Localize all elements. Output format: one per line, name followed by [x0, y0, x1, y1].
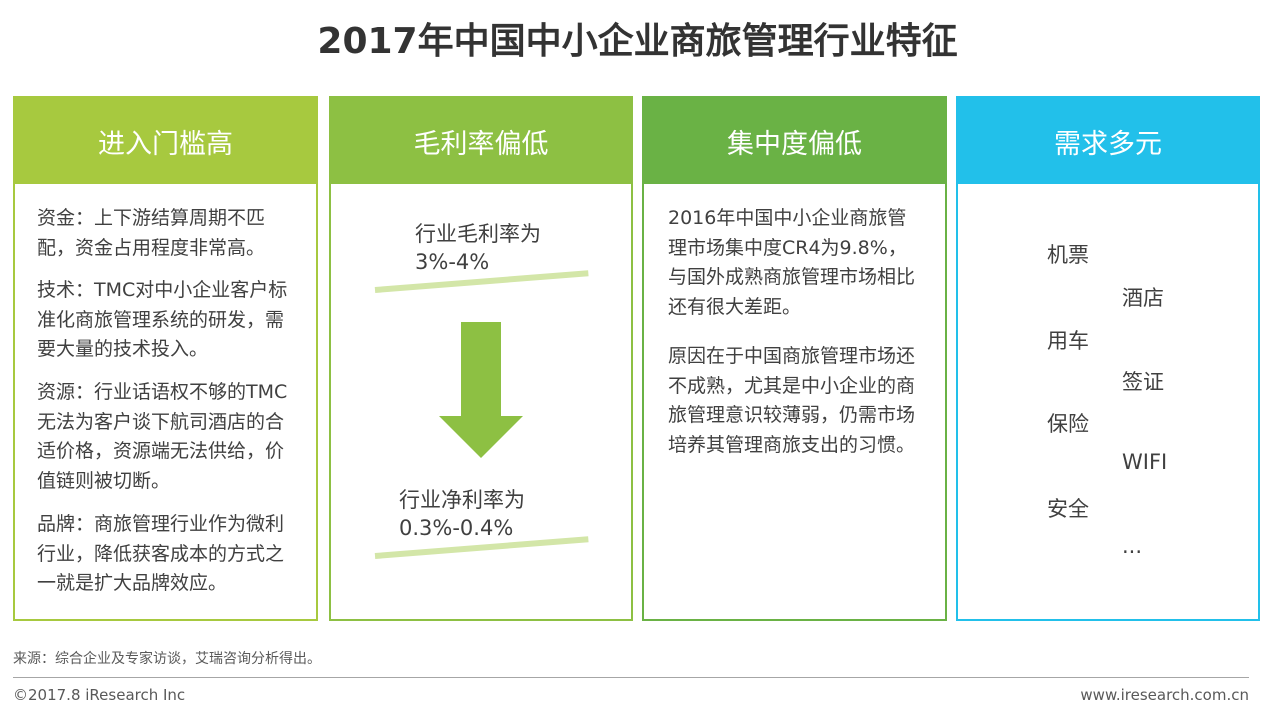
demand-item-safety: 安全 [1047, 497, 1089, 521]
card-heading: 毛利率偏低 [331, 98, 631, 184]
demand-item-visa: 签证 [1122, 370, 1164, 394]
card-heading: 需求多元 [958, 98, 1258, 184]
copyright-text: ©2017.8 iResearch Inc [13, 686, 186, 704]
gross-margin-label: 行业毛利率为 [415, 222, 541, 246]
paragraph-cr4: 2016年中国中小企业商旅管理市场集中度CR4为9.8%，与国外成熟商旅管理市场… [668, 207, 916, 318]
card-heading: 进入门槛高 [15, 98, 316, 184]
net-margin-value: 0.3%-0.4% [399, 516, 514, 540]
demand-item-wifi: WIFI [1122, 450, 1168, 474]
card-heading: 集中度偏低 [644, 98, 945, 184]
gross-margin-value: 3%-4% [415, 250, 490, 274]
demand-item-insurance: 保险 [1047, 412, 1089, 436]
paragraph-resource: 资源：行业话语权不够的TMC无法为客户谈下航司酒店的合适价格，资源端无法供给，价… [37, 381, 288, 492]
demand-item-car: 用车 [1047, 329, 1089, 353]
demand-item-hotel: 酒店 [1122, 286, 1164, 310]
net-margin-label: 行业净利率为 [399, 488, 525, 512]
arrow-down-icon [439, 322, 523, 458]
card-low-concentration: 集中度偏低 2016年中国中小企业商旅管理市场集中度CR4为9.8%，与国外成熟… [642, 96, 947, 621]
card-diverse-demand: 需求多元 机票 酒店 用车 签证 保险 WIFI 安全 ... [956, 96, 1260, 621]
footer-divider [13, 677, 1249, 678]
page-title: 2017年中国中小企业商旅管理行业特征 [317, 21, 958, 62]
website-link[interactable]: www.iresearch.com.cn [1080, 686, 1249, 704]
demand-item-more: ... [1122, 534, 1143, 558]
paragraph-capital: 资金：上下游结算周期不匹配，资金占用程度非常高。 [37, 207, 266, 259]
source-note: 来源：综合企业及专家访谈，艾瑞咨询分析得出。 [13, 651, 321, 667]
paragraph-brand: 品牌：商旅管理行业作为微利行业，降低获客成本的方式之一就是扩大品牌效应。 [37, 513, 285, 594]
card-entry-barrier: 进入门槛高 资金：上下游结算周期不匹配，资金占用程度非常高。 技术：TMC对中小… [13, 96, 318, 621]
paragraph-reason: 原因在于中国商旅管理市场还不成熟，尤其是中小企业的商旅管理意识较薄弱，仍需市场培… [668, 345, 916, 456]
card-low-margin: 毛利率偏低 行业毛利率为 3%-4% 行业净利率为 0.3%-0.4% [329, 96, 633, 621]
paragraph-technology: 技术：TMC对中小企业客户标准化商旅管理系统的研发，需要大量的技术投入。 [37, 279, 288, 360]
demand-item-flight: 机票 [1047, 243, 1089, 267]
